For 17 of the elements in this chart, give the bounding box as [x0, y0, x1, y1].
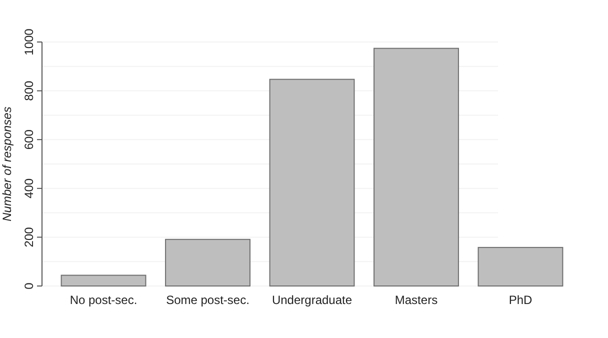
y-axis-title: Number of responses	[0, 106, 14, 222]
bar	[60, 274, 146, 286]
x-tick-label: Masters	[394, 293, 438, 307]
bar	[269, 78, 355, 286]
x-tick-label: Undergraduate	[272, 293, 352, 307]
x-tick-label: PhD	[508, 293, 532, 307]
y-tick-label: 600	[22, 129, 36, 150]
bar	[165, 238, 250, 286]
x-tick-label: Some post-sec.	[166, 293, 250, 307]
y-tick-label: 200	[22, 226, 36, 248]
y-tick-label: 800	[22, 80, 36, 101]
x-tick-label: No post-sec.	[70, 293, 138, 307]
y-tick-label: 400	[22, 178, 36, 198]
bar	[374, 48, 459, 286]
bar	[478, 246, 564, 286]
y-tick-label: 0	[22, 282, 36, 290]
y-tick-label: 1000	[22, 28, 36, 56]
